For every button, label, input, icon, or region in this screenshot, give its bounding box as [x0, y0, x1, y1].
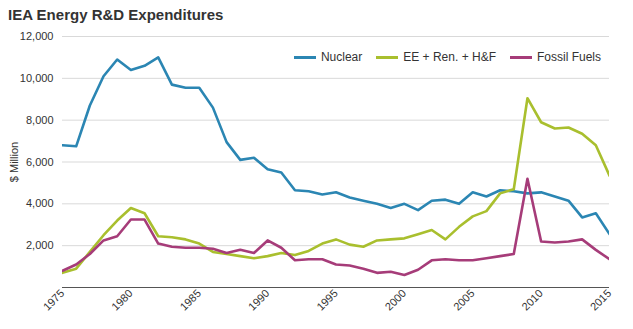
svg-text:12,000: 12,000 — [20, 30, 54, 42]
svg-text:2,000: 2,000 — [26, 239, 54, 251]
svg-text:2010: 2010 — [519, 287, 545, 313]
svg-text:6,000: 6,000 — [26, 156, 54, 168]
html-text:EE + Ren. + H&F: EE + Ren. + H&F — [403, 50, 496, 64]
svg-text:2005: 2005 — [451, 287, 477, 313]
svg-text:4,000: 4,000 — [26, 197, 54, 209]
svg-text:1975: 1975 — [41, 287, 67, 313]
svg-text:2000: 2000 — [382, 287, 408, 313]
svg-text:$ Million: $ Million — [8, 142, 20, 182]
svg-text:1990: 1990 — [246, 287, 272, 313]
svg-text:8,000: 8,000 — [26, 114, 54, 126]
html-text:Fossil Fuels: Fossil Fuels — [537, 50, 601, 64]
html-text:IEA Energy R&D Expenditures: IEA Energy R&D Expenditures — [8, 6, 224, 23]
svg-text:1980: 1980 — [109, 287, 135, 313]
svg-text:1995: 1995 — [314, 287, 340, 313]
html-text:Nuclear: Nuclear — [320, 50, 363, 64]
svg-text:10,000: 10,000 — [20, 72, 54, 84]
svg-text:1985: 1985 — [177, 287, 203, 313]
svg-text:2015: 2015 — [588, 287, 614, 313]
